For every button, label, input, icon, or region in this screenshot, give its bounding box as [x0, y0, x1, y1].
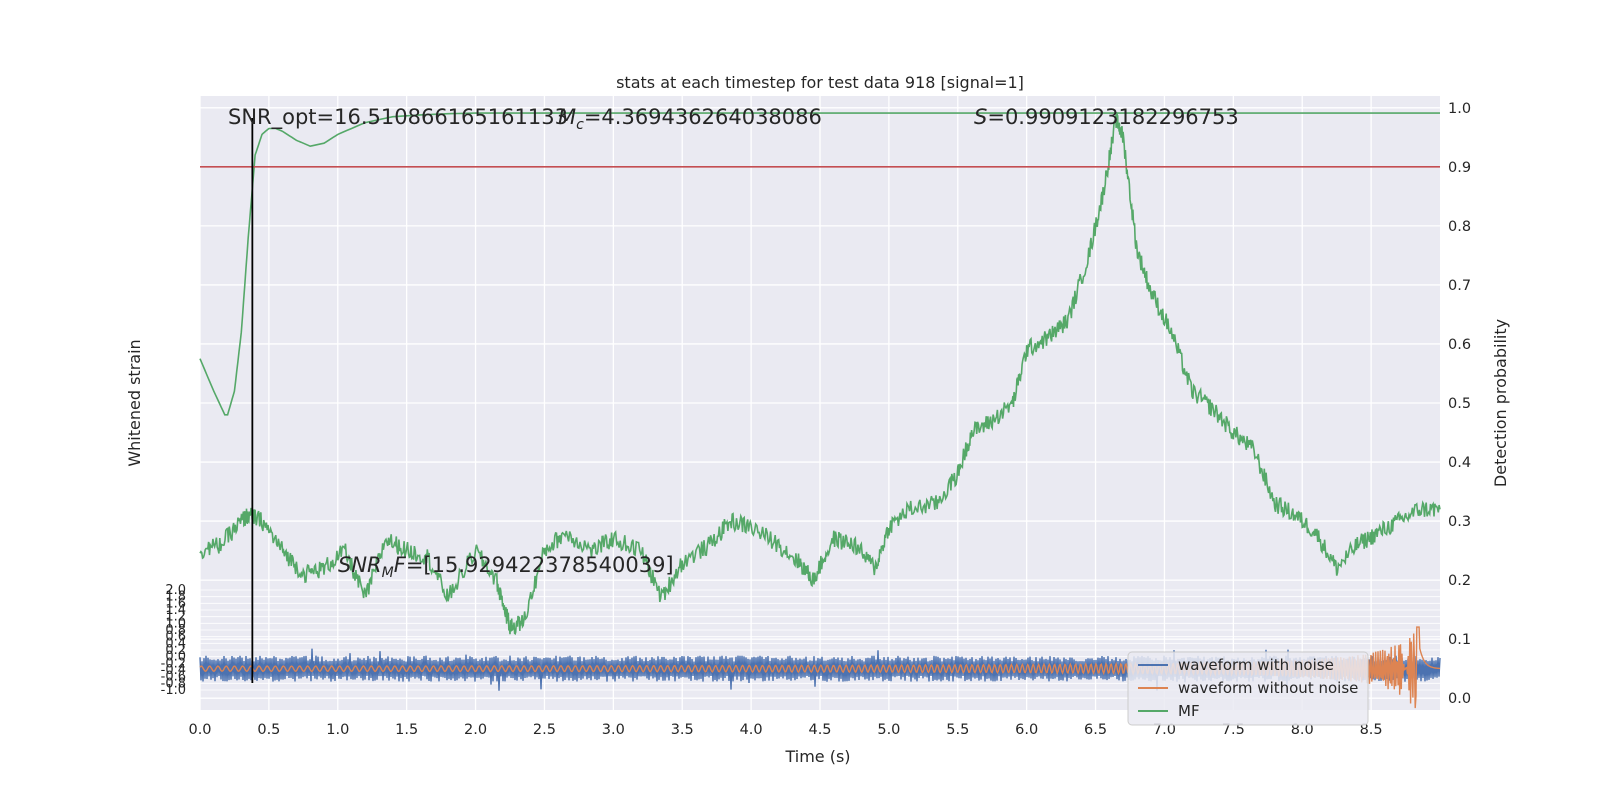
- y-left-tick-label: 0.8: [165, 623, 186, 638]
- y-right-tick-label: 0.7: [1448, 278, 1471, 294]
- y-left-tick-label: -0.6: [161, 670, 186, 685]
- y-axis-label-right: Detection probability: [1491, 319, 1510, 487]
- x-tick-label: 7.0: [1153, 722, 1176, 738]
- y-left-tick-label: 1.6: [165, 596, 186, 611]
- snr-mf-value: =[15.929422378540039]: [406, 553, 674, 577]
- y-right-tick-label: 0.1: [1448, 632, 1471, 648]
- y-left-tick-label: 1.8: [165, 590, 186, 605]
- snr-mf-symbol: SNR: [338, 553, 382, 577]
- y-left-tick-label: 0.2: [165, 643, 186, 658]
- x-tick-label: 4.5: [808, 722, 831, 738]
- x-tick-label: 8.5: [1360, 722, 1383, 738]
- x-tick-label: 8.0: [1291, 722, 1314, 738]
- snr-mf-subscript: M: [382, 565, 394, 581]
- y-left-tick-label: -0.8: [161, 676, 186, 691]
- x-tick-label: 5.5: [946, 722, 969, 738]
- x-tick-label: 2.0: [464, 722, 487, 738]
- y-right-tick-label: 0.6: [1448, 337, 1471, 353]
- snr-mf-tail: F: [394, 553, 407, 577]
- y-right-tick-label: 0.9: [1448, 160, 1471, 176]
- x-tick-label: 0.5: [257, 722, 280, 738]
- chart-title: stats at each timestep for test data 918…: [616, 73, 1024, 92]
- x-tick-label: 1.0: [326, 722, 349, 738]
- series-detection-probability: [199, 112, 1441, 636]
- y-right-tick-label: 0.2: [1448, 573, 1471, 589]
- y-left-tick-label: 1.4: [165, 603, 186, 618]
- x-tick-label: 3.0: [602, 722, 625, 738]
- mc-symbol: M: [558, 105, 576, 129]
- y-right-tick-label: 1.0: [1448, 101, 1471, 117]
- y-left-tick-label: -1.0: [161, 683, 186, 698]
- legend-label-mf: MF: [1178, 702, 1200, 720]
- x-axis-ticks: 0.0 0.5 1.0 1.5 2.0 2.5 3.0 3.5 4.0 4.5 5.0 5.5 6.0 6…: [188, 722, 1382, 738]
- snr-opt-annotation: SNR_opt=16.510866165161133: [228, 105, 568, 130]
- y-left-tick-label: 0.6: [165, 630, 186, 645]
- y-right-tick-label: 0.4: [1448, 455, 1471, 471]
- x-tick-label: 6.5: [1084, 722, 1107, 738]
- mc-annotation: Mc=4.369436264038086: [558, 105, 822, 133]
- legend-label-noise: waveform with noise: [1178, 656, 1334, 674]
- y-left-tick-label: -0.4: [161, 663, 186, 678]
- x-tick-label: 1.5: [395, 722, 418, 738]
- s-symbol: S: [974, 105, 987, 129]
- y-right-tick-label: 0.5: [1448, 396, 1471, 412]
- y-left-tick-label: 2.0: [165, 583, 186, 598]
- mc-subscript: c: [576, 117, 584, 133]
- y-right-tick-label: 0.0: [1448, 691, 1471, 707]
- x-tick-label: 3.5: [671, 722, 694, 738]
- y-left-tick-label: 0.4: [165, 636, 186, 651]
- x-tick-label: 4.0: [740, 722, 763, 738]
- right-axis-ticks: 0.0 0.1 0.2 0.3 0.4 0.5 0.6 0.7 0.8 0.9 1.0: [1448, 101, 1471, 707]
- snr-mf-annotation: SNRMF=[15.929422378540039]: [338, 553, 674, 581]
- y-right-tick-label: 0.8: [1448, 219, 1471, 235]
- s-value: =0.9909123182296753: [987, 105, 1238, 129]
- legend-label-clean: waveform without noise: [1178, 679, 1358, 697]
- y-left-tick-label: 1.2: [165, 610, 186, 625]
- x-axis-label: Time (s): [784, 747, 850, 766]
- y-left-tick-label: -0.2: [161, 656, 186, 671]
- s-annotation: S=0.9909123182296753: [974, 105, 1239, 129]
- x-tick-label: 7.5: [1222, 722, 1245, 738]
- mc-value: =4.369436264038086: [584, 105, 822, 129]
- y-left-tick-label: 1.0: [165, 616, 186, 631]
- y-axis-label-left: Whitened strain: [125, 339, 144, 466]
- legend: waveform with noise waveform without noi…: [1127, 651, 1369, 726]
- y-left-tick-label: 0.0: [165, 650, 186, 665]
- series-mf: [199, 112, 1440, 416]
- legend-box: [1127, 651, 1369, 726]
- y-right-tick-label: 0.3: [1448, 514, 1471, 530]
- x-tick-label: 0.0: [188, 722, 211, 738]
- x-tick-label: 2.5: [533, 722, 556, 738]
- x-tick-label: 5.0: [877, 722, 900, 738]
- x-tick-label: 6.0: [1015, 722, 1038, 738]
